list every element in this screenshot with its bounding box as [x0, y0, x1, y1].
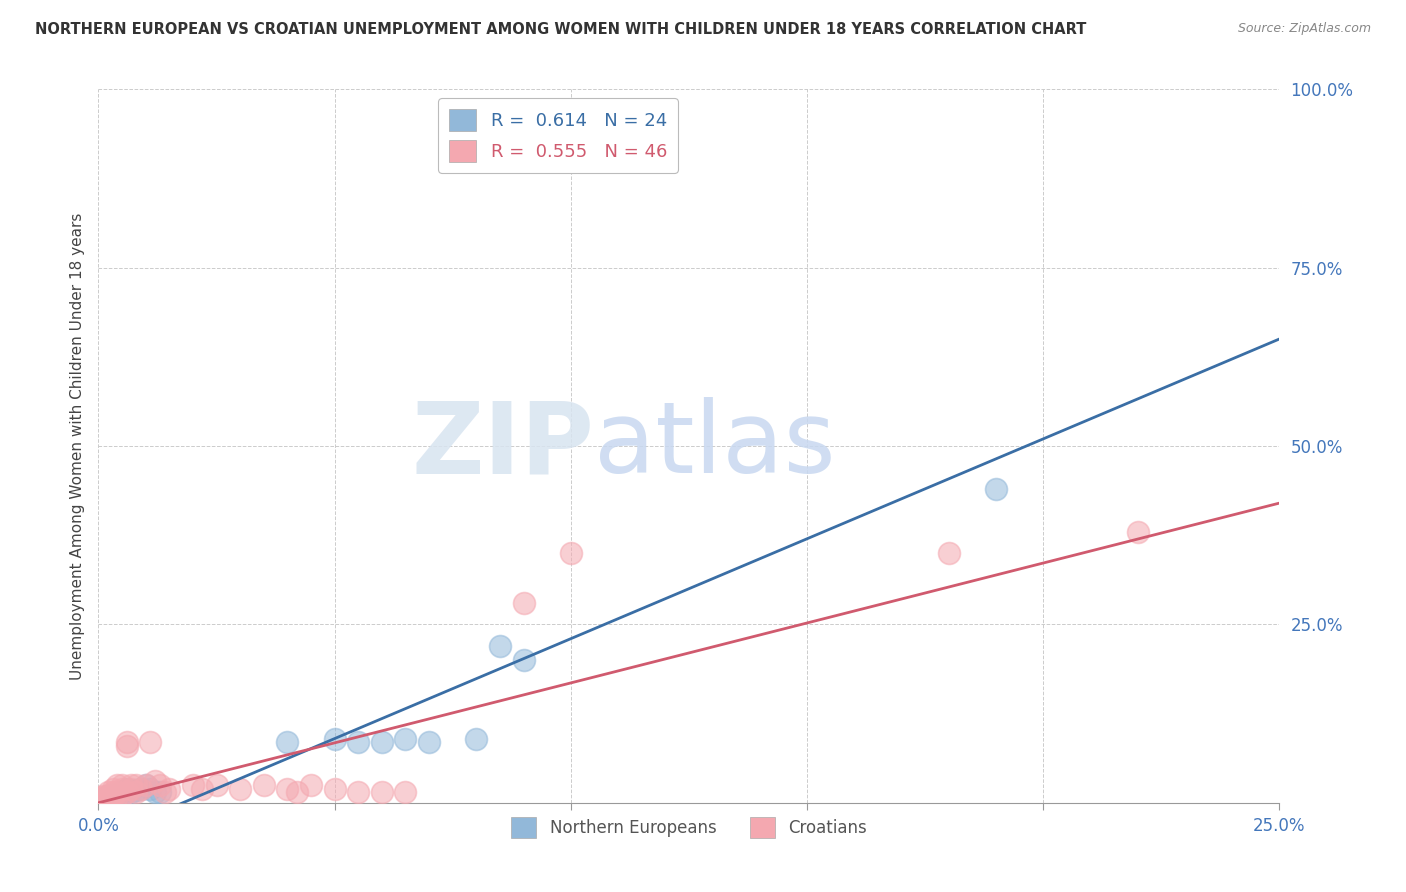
Point [111, 789, 134, 803]
Text: Source: ZipAtlas.com: Source: ZipAtlas.com [1237, 22, 1371, 36]
Point [143, 785, 166, 799]
Point [91, 790, 114, 805]
Point [465, 731, 488, 746]
Point [115, 739, 138, 753]
Point [276, 781, 298, 796]
Point [1126, 524, 1149, 539]
Point [101, 787, 124, 801]
Point [938, 546, 960, 560]
Point [181, 778, 204, 792]
Point [101, 790, 124, 805]
Point [105, 787, 128, 801]
Point [91, 789, 114, 803]
Legend: Northern Europeans, Croatians: Northern Europeans, Croatians [505, 811, 873, 845]
Point [253, 778, 276, 792]
Point [157, 781, 180, 796]
Point [323, 731, 346, 746]
Point [111, 785, 134, 799]
Point [143, 774, 166, 789]
Point [101, 785, 124, 799]
Point [394, 731, 416, 746]
Point [97, 792, 120, 806]
Point [560, 546, 582, 560]
Point [111, 789, 134, 803]
Point [129, 781, 152, 796]
Point [276, 735, 298, 749]
Point [91, 792, 114, 806]
Point [129, 781, 152, 796]
Point [191, 781, 214, 796]
Point [121, 781, 143, 796]
Text: atlas: atlas [595, 398, 837, 494]
Point [111, 781, 134, 796]
Point [111, 778, 134, 792]
Y-axis label: Unemployment Among Women with Children Under 18 years: Unemployment Among Women with Children U… [69, 212, 84, 680]
Text: NORTHERN EUROPEAN VS CROATIAN UNEMPLOYMENT AMONG WOMEN WITH CHILDREN UNDER 18 YE: NORTHERN EUROPEAN VS CROATIAN UNEMPLOYME… [35, 22, 1087, 37]
Point [229, 781, 252, 796]
Point [105, 789, 128, 803]
Point [125, 785, 148, 799]
Point [149, 778, 172, 792]
Point [121, 778, 143, 792]
Point [105, 778, 128, 792]
Point [105, 785, 128, 799]
Point [149, 785, 172, 799]
Text: ZIP: ZIP [412, 398, 595, 494]
Point [115, 735, 138, 749]
Point [97, 785, 120, 799]
Point [347, 735, 370, 749]
Point [984, 482, 1007, 496]
Point [115, 785, 138, 799]
Point [97, 789, 120, 803]
Point [205, 778, 228, 792]
Point [323, 781, 346, 796]
Point [394, 785, 416, 799]
Point [97, 789, 120, 803]
Point [371, 785, 394, 799]
Point [121, 785, 143, 799]
Point [512, 596, 534, 610]
Point [115, 781, 138, 796]
Point [135, 778, 157, 792]
Point [371, 735, 394, 749]
Point [101, 790, 124, 805]
Point [418, 735, 440, 749]
Point [299, 778, 322, 792]
Point [489, 639, 512, 653]
Point [347, 785, 370, 799]
Point [135, 778, 157, 792]
Point [125, 783, 148, 797]
Point [285, 785, 308, 799]
Point [139, 735, 162, 749]
Point [125, 778, 148, 792]
Point [512, 653, 534, 667]
Point [139, 781, 162, 796]
Point [101, 781, 124, 796]
Point [153, 785, 176, 799]
Point [91, 792, 114, 806]
